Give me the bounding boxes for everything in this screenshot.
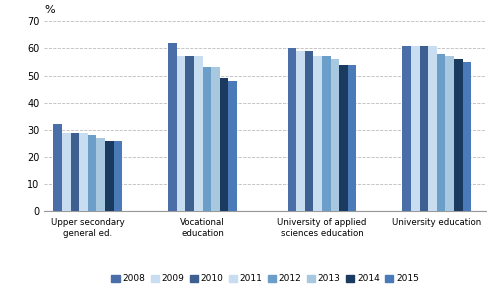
- Bar: [402, 46, 411, 211]
- Bar: [113, 141, 122, 211]
- Bar: [71, 133, 79, 211]
- Bar: [339, 65, 348, 211]
- Bar: [463, 62, 471, 211]
- Bar: [330, 59, 339, 211]
- Bar: [305, 51, 313, 211]
- Legend: 2008, 2009, 2010, 2011, 2012, 2013, 2014, 2015: 2008, 2009, 2010, 2011, 2012, 2013, 2014…: [108, 271, 422, 287]
- Bar: [168, 43, 177, 211]
- Bar: [54, 124, 62, 211]
- Bar: [454, 59, 463, 211]
- Bar: [220, 78, 228, 211]
- Bar: [313, 56, 322, 211]
- Text: %: %: [44, 5, 55, 15]
- Bar: [186, 56, 194, 211]
- Bar: [445, 56, 454, 211]
- Bar: [194, 56, 203, 211]
- Bar: [62, 133, 71, 211]
- Bar: [211, 67, 220, 211]
- Bar: [288, 48, 296, 211]
- Bar: [411, 46, 419, 211]
- Bar: [296, 51, 305, 211]
- Bar: [419, 46, 428, 211]
- Bar: [88, 135, 96, 211]
- Bar: [348, 65, 356, 211]
- Bar: [177, 56, 186, 211]
- Bar: [436, 54, 445, 211]
- Bar: [228, 81, 237, 211]
- Bar: [96, 138, 105, 211]
- Bar: [322, 56, 330, 211]
- Bar: [105, 141, 113, 211]
- Bar: [428, 46, 436, 211]
- Bar: [203, 67, 211, 211]
- Bar: [79, 133, 88, 211]
